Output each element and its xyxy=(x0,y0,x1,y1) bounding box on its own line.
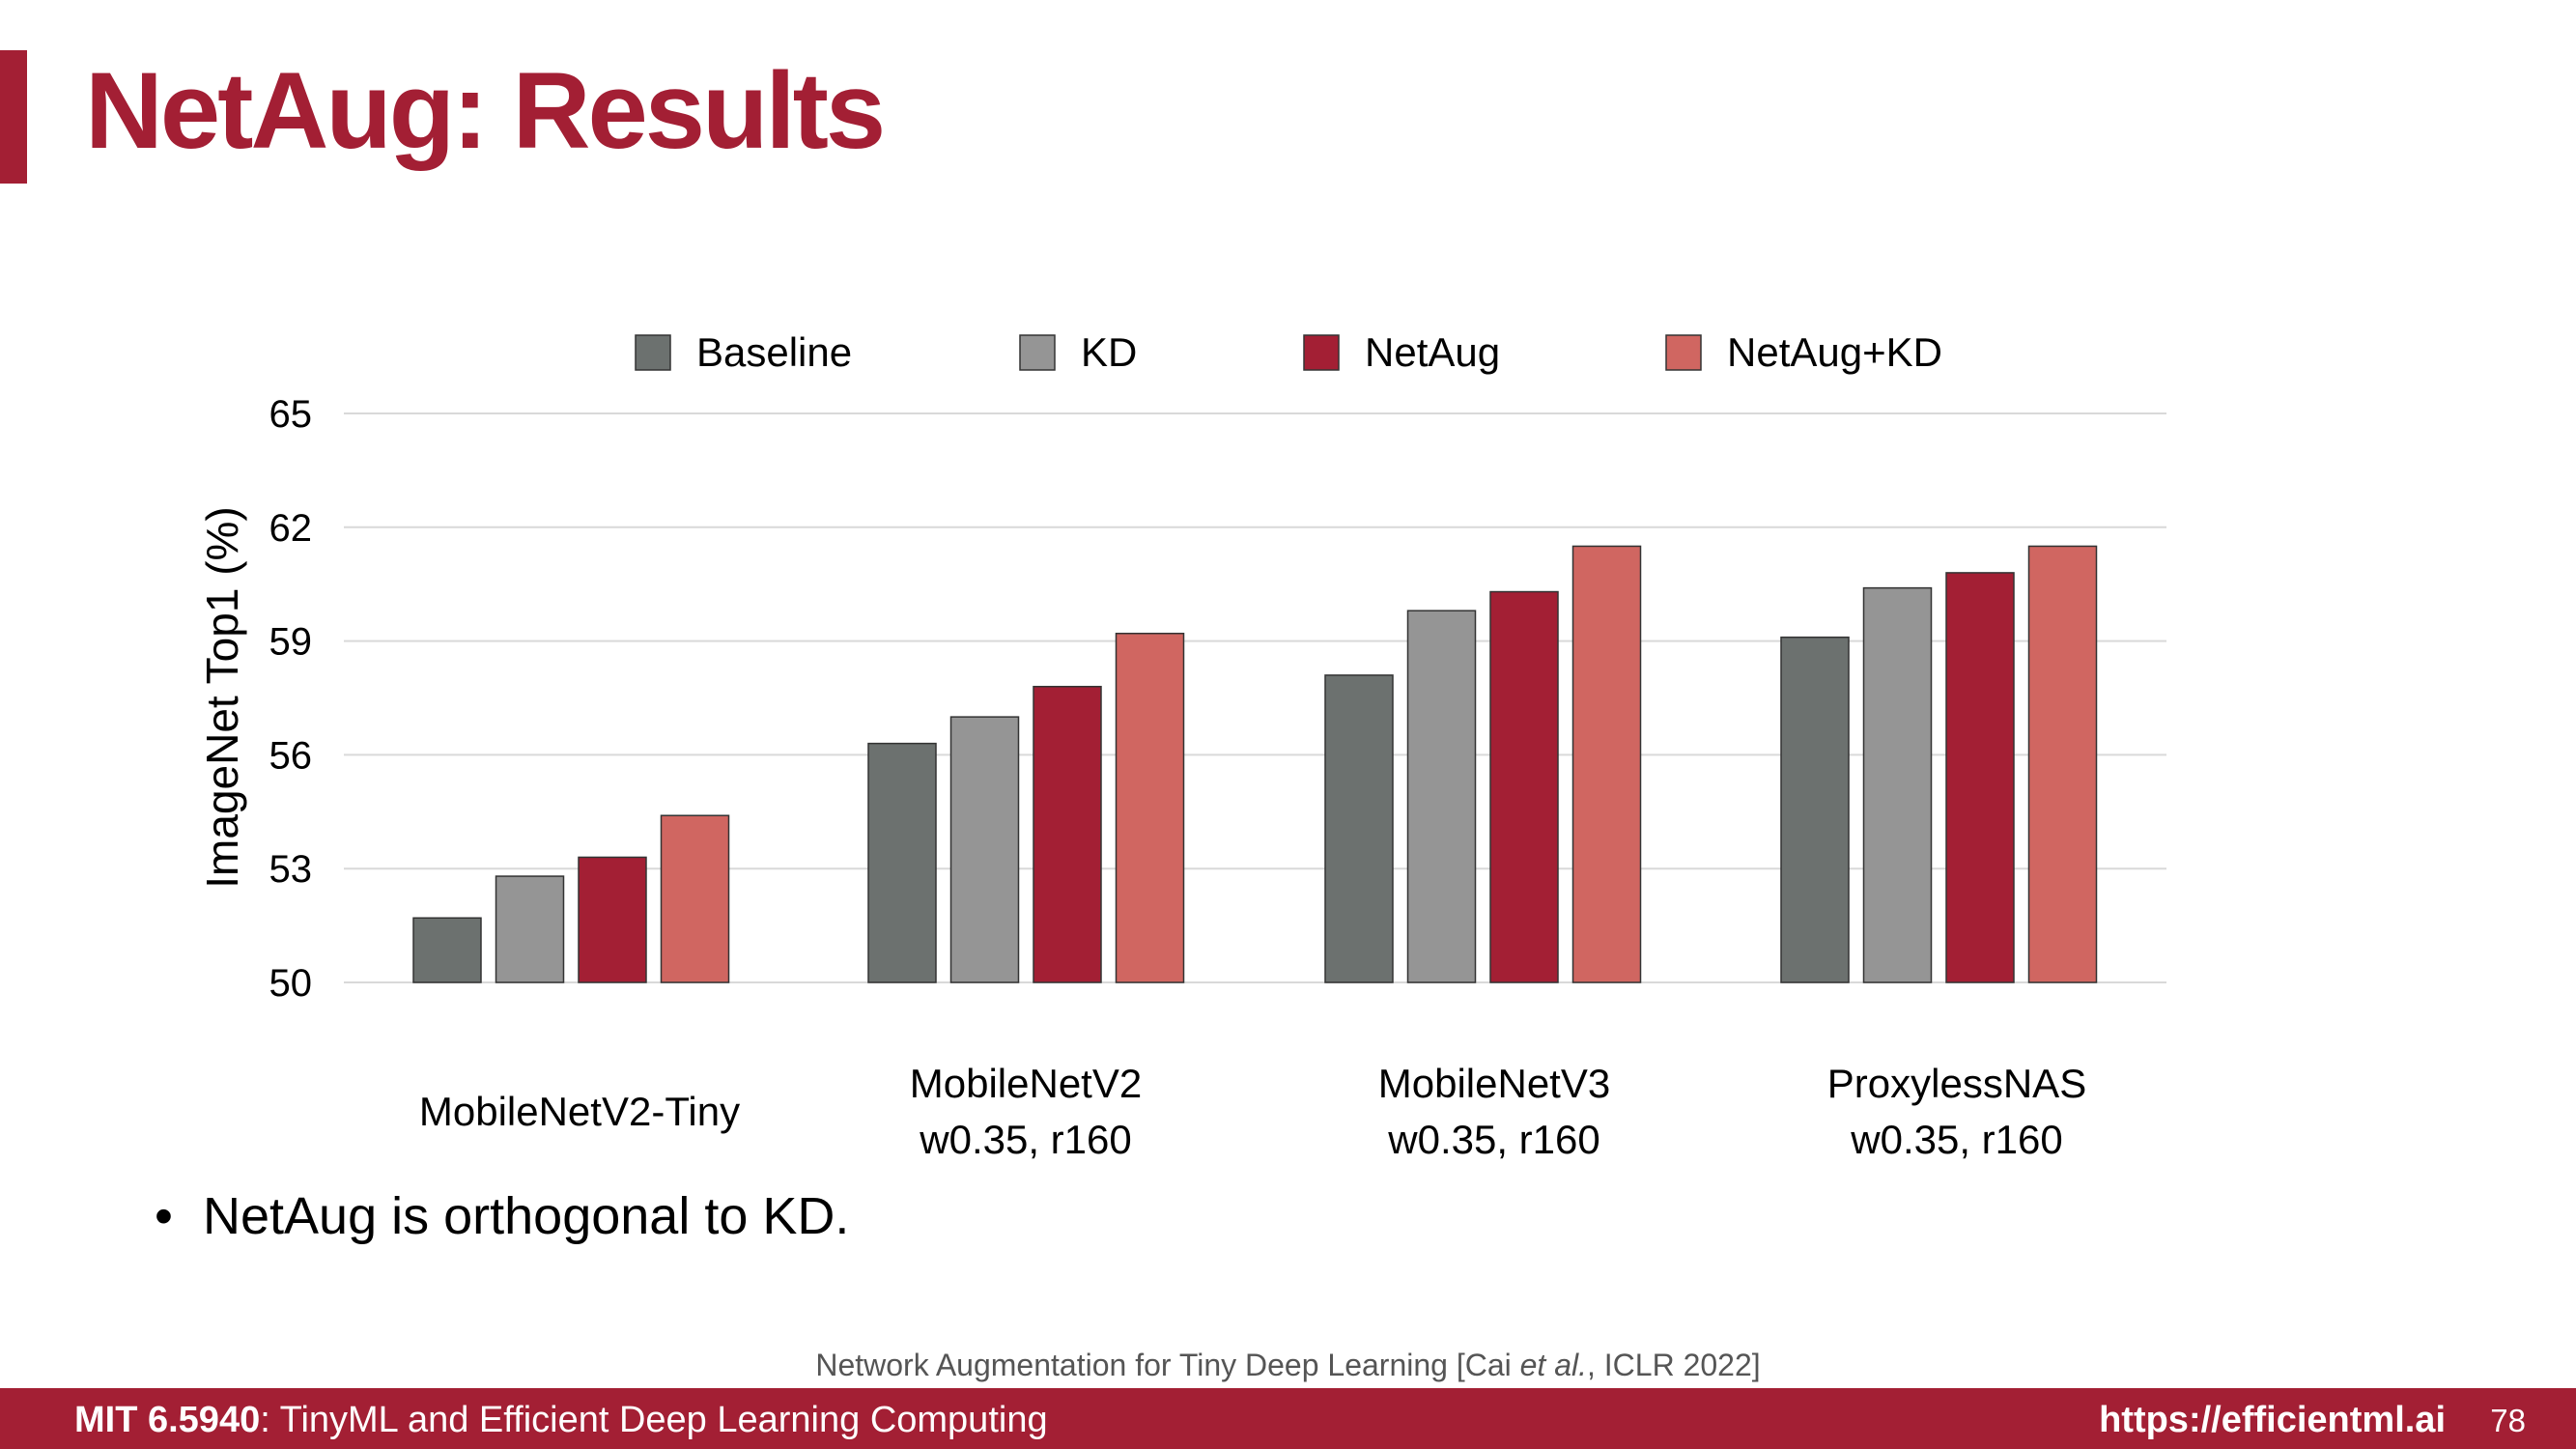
bar-netaug-1 xyxy=(1033,685,1102,983)
footer-course-title: : TinyML and Efficient Deep Learning Com… xyxy=(260,1400,1048,1440)
footer-bar: MIT 6.5940: TinyML and Efficient Deep Le… xyxy=(0,1388,2576,1449)
category-label: w0.35, r160 xyxy=(1387,1117,1599,1162)
bar-netaug-kd-2 xyxy=(1571,545,1642,983)
citation-italic: et al. xyxy=(1519,1348,1587,1382)
citation: Network Augmentation for Tiny Deep Learn… xyxy=(0,1348,2576,1383)
footer-course-code: MIT 6.5940 xyxy=(74,1400,261,1440)
legend-swatch-baseline xyxy=(635,334,671,371)
category-label: w0.35, r160 xyxy=(919,1117,1131,1162)
y-tick-label: 59 xyxy=(269,621,313,664)
title-accent-bar xyxy=(0,50,27,184)
bar-netaug-3 xyxy=(1945,572,2015,983)
bar-kd-1 xyxy=(949,716,1020,983)
bullet-text: NetAug is orthogonal to KD. xyxy=(203,1187,850,1245)
bar-kd-0 xyxy=(495,875,565,983)
legend-swatch-netaug-kd xyxy=(1665,334,1702,371)
category-label: w0.35, r160 xyxy=(1850,1117,2062,1162)
bar-kd-2 xyxy=(1406,610,1477,983)
category-label: MobileNetV3 xyxy=(1378,1061,1610,1106)
bar-baseline-0 xyxy=(412,917,482,983)
footer-url[interactable]: https://efficientml.ai xyxy=(2099,1400,2446,1440)
footer-course: MIT 6.5940: TinyML and Efficient Deep Le… xyxy=(74,1400,1048,1441)
citation-prefix: Network Augmentation for Tiny Deep Learn… xyxy=(815,1348,1520,1382)
y-tick-label: 50 xyxy=(269,962,313,1005)
category-label: ProxylessNAS xyxy=(1827,1061,2086,1106)
legend-label: Baseline xyxy=(696,329,852,375)
bar-netaug-kd-0 xyxy=(660,814,730,983)
bullet-dot: • xyxy=(155,1187,173,1245)
bar-kd-3 xyxy=(1862,586,1933,983)
bar-chart: 50 53 56 59 62 65 ImageNet Top1 (%) MobileNetV2… xyxy=(197,329,2166,1162)
page-title: NetAug: Results xyxy=(85,50,886,171)
category-label: MobileNetV2 xyxy=(910,1061,1142,1106)
y-tick-label: 62 xyxy=(269,507,313,550)
bar-baseline-3 xyxy=(1780,636,1850,983)
bar-netaug-kd-3 xyxy=(2027,545,2098,983)
bar-netaug-0 xyxy=(578,856,647,983)
legend-label: NetAug+KD xyxy=(1727,329,1942,375)
y-tick-label: 53 xyxy=(269,848,313,891)
citation-suffix: , ICLR 2022] xyxy=(1587,1348,1761,1382)
bar-netaug-kd-1 xyxy=(1115,632,1185,983)
bar-netaug-2 xyxy=(1489,590,1559,983)
legend-label: NetAug xyxy=(1365,329,1500,375)
bar-baseline-1 xyxy=(867,742,937,983)
y-axis-label: ImageNet Top1 (%) xyxy=(197,506,247,888)
page-number: 78 xyxy=(2490,1403,2526,1438)
legend-swatch-kd xyxy=(1019,334,1056,371)
y-tick-label: 56 xyxy=(269,734,313,777)
legend-swatch-netaug xyxy=(1303,334,1340,371)
y-tick-label: 65 xyxy=(269,393,313,436)
bar-baseline-2 xyxy=(1324,674,1394,983)
legend-label: KD xyxy=(1081,329,1137,375)
category-label: MobileNetV2-Tiny xyxy=(419,1089,740,1134)
